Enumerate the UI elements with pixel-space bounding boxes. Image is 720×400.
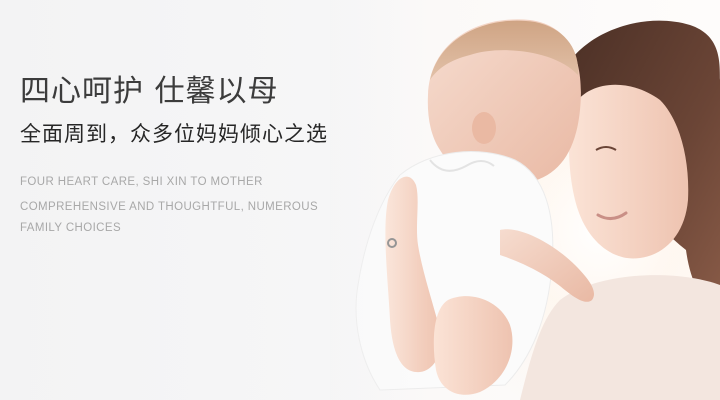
mother-smile [596, 211, 628, 220]
mother-blouse [520, 275, 720, 400]
mother-eye [595, 146, 617, 151]
banner-subheadline: 全面周到，众多位妈妈倾心之选 [20, 122, 328, 146]
baby-arm [500, 229, 595, 302]
baby-hair [430, 20, 579, 80]
baby-ear [472, 112, 496, 144]
mother-hand-right [433, 296, 513, 395]
photo-fade [330, 0, 420, 400]
banner-headline: 四心呵护 仕馨以母 [20, 74, 279, 109]
dress-collar [429, 159, 495, 172]
english-line-3: FAMILY CHOICES [20, 222, 122, 234]
baby-head [427, 19, 581, 185]
english-line-2: COMPREHENSIVE AND THOUGHTFUL, NUMEROUS [20, 201, 319, 213]
english-line-1: FOUR HEART CARE, SHI XIN TO MOTHER [20, 176, 263, 188]
